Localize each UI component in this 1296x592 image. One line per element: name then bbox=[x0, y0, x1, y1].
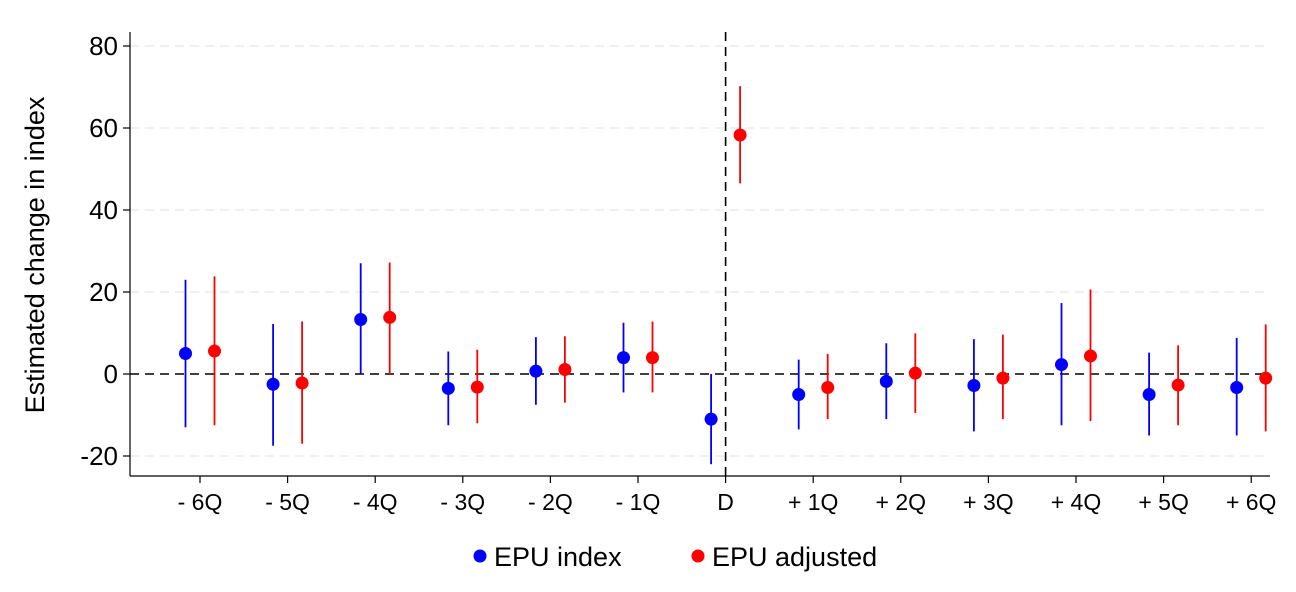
epu-index-point bbox=[704, 412, 718, 426]
epu-adjusted-point bbox=[295, 376, 309, 390]
x-tick-label: D bbox=[717, 489, 734, 515]
legend: EPU index EPU adjusted bbox=[473, 542, 877, 572]
x-tick-label: + 6Q bbox=[1226, 489, 1277, 515]
x-tick-label: - 1Q bbox=[616, 489, 661, 515]
y-axis-title: Estimated change in index bbox=[20, 96, 50, 413]
grid-lines bbox=[130, 45, 1270, 457]
epu-adjusted-point bbox=[908, 366, 922, 380]
legend-item-epu-index: EPU index bbox=[473, 542, 622, 572]
y-tick-label: 60 bbox=[89, 113, 118, 143]
x-tick-label: - 3Q bbox=[440, 489, 485, 515]
x-tick-label: + 1Q bbox=[788, 489, 839, 515]
epu-adjusted-point bbox=[1259, 371, 1273, 385]
epu-adjusted-point bbox=[733, 128, 747, 142]
x-ticks: - 6Q - 5Q - 4Q - 3Q - 2Q - 1Q D + 1Q + 2Q + 3Q + 4… bbox=[178, 476, 1277, 515]
epu-index-point bbox=[879, 374, 893, 388]
epu-index-point bbox=[1055, 358, 1068, 372]
reference-lines bbox=[130, 32, 1270, 476]
epu-adjusted-point bbox=[1084, 349, 1097, 363]
legend-marker bbox=[473, 549, 487, 563]
epu-adjusted-point bbox=[646, 351, 659, 365]
epu-adjusted-point bbox=[1171, 378, 1185, 392]
epu-adjusted-point bbox=[208, 344, 221, 358]
epu-index-point bbox=[441, 381, 455, 395]
x-tick-label: - 2Q bbox=[528, 489, 573, 515]
epu-index-point bbox=[354, 312, 368, 326]
x-tick-label: - 4Q bbox=[353, 489, 398, 515]
legend-marker bbox=[691, 549, 705, 563]
epu-adjusted-point bbox=[996, 371, 1010, 385]
epu-index-point bbox=[266, 377, 280, 391]
epu-index-point bbox=[617, 351, 630, 365]
series bbox=[179, 86, 1273, 465]
epu-adjusted-point bbox=[383, 310, 397, 324]
epu-index-point bbox=[792, 388, 806, 401]
x-tick-label: + 5Q bbox=[1138, 489, 1189, 515]
epu-adjusted-point bbox=[558, 362, 572, 376]
epu-index-point bbox=[179, 347, 192, 360]
y-tick-label: -20 bbox=[80, 441, 118, 471]
y-tick-label: 20 bbox=[89, 277, 118, 307]
epu-adjusted-point bbox=[821, 381, 835, 395]
x-tick-label: - 5Q bbox=[265, 489, 310, 515]
epu-index-point bbox=[967, 378, 981, 392]
epu-adjusted-point bbox=[470, 380, 484, 394]
epu-index-point bbox=[1142, 388, 1156, 401]
legend-label: EPU index bbox=[494, 542, 622, 572]
x-tick-label: + 4Q bbox=[1051, 489, 1102, 515]
y-tick-label: 40 bbox=[89, 195, 118, 225]
axes bbox=[129, 32, 1270, 477]
epu-index-point bbox=[1230, 381, 1244, 395]
legend-label: EPU adjusted bbox=[712, 542, 877, 572]
x-tick-label: + 2Q bbox=[876, 489, 927, 515]
x-tick-label: + 3Q bbox=[963, 489, 1014, 515]
epu-index-point bbox=[529, 364, 543, 378]
y-tick-label: 80 bbox=[89, 31, 118, 61]
x-tick-label: - 6Q bbox=[178, 489, 223, 515]
legend-item-epu-adjusted: EPU adjusted bbox=[691, 542, 877, 572]
y-ticks: -20 0 20 40 60 80 bbox=[80, 31, 130, 471]
y-tick-label: 0 bbox=[104, 359, 118, 389]
